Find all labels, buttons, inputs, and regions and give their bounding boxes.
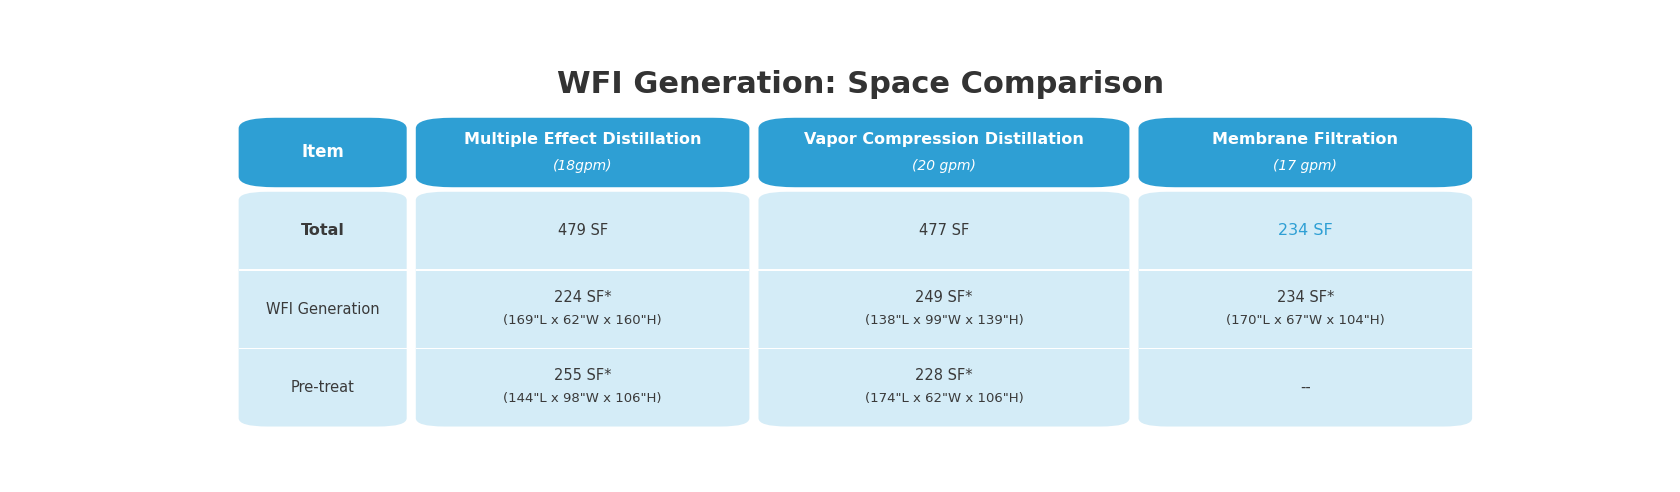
Text: 234 SF: 234 SF	[1278, 223, 1332, 239]
Text: Item: Item	[301, 144, 344, 161]
Bar	[239, 347, 407, 349]
FancyBboxPatch shape	[239, 192, 407, 427]
Text: Vapor Compression Distillation: Vapor Compression Distillation	[805, 132, 1084, 147]
FancyBboxPatch shape	[1139, 192, 1472, 427]
FancyBboxPatch shape	[239, 118, 407, 187]
Text: 249 SF*: 249 SF*	[916, 289, 973, 305]
Bar	[1139, 347, 1472, 349]
Text: Multiple Effect Distillation: Multiple Effect Distillation	[464, 132, 701, 147]
Text: (170"L x 67"W x 104"H): (170"L x 67"W x 104"H)	[1226, 314, 1384, 327]
Text: Total: Total	[301, 223, 344, 239]
Text: (169"L x 62"W x 160"H): (169"L x 62"W x 160"H)	[504, 314, 662, 327]
Bar	[758, 347, 1129, 349]
Text: Membrane Filtration: Membrane Filtration	[1213, 132, 1398, 147]
Text: 228 SF*: 228 SF*	[916, 368, 973, 383]
Text: WFI Generation: WFI Generation	[265, 302, 380, 317]
FancyBboxPatch shape	[758, 118, 1129, 187]
Bar	[239, 269, 407, 271]
Text: Pre-treat: Pre-treat	[291, 380, 354, 395]
Bar	[415, 269, 749, 271]
Text: 255 SF*: 255 SF*	[554, 368, 612, 383]
Bar	[758, 269, 1129, 271]
FancyBboxPatch shape	[758, 192, 1129, 427]
Text: (18gpm): (18gpm)	[553, 159, 612, 173]
Text: 479 SF: 479 SF	[558, 223, 608, 239]
Text: 477 SF: 477 SF	[919, 223, 969, 239]
Text: (20 gpm): (20 gpm)	[912, 159, 976, 173]
FancyBboxPatch shape	[415, 192, 749, 427]
Text: 234 SF*: 234 SF*	[1277, 289, 1334, 305]
Text: 224 SF*: 224 SF*	[554, 289, 612, 305]
FancyBboxPatch shape	[1139, 118, 1472, 187]
FancyBboxPatch shape	[415, 118, 749, 187]
Bar	[415, 347, 749, 349]
Text: (144"L x 98"W x 106"H): (144"L x 98"W x 106"H)	[504, 392, 662, 405]
Text: WFI Generation: Space Comparison: WFI Generation: Space Comparison	[558, 70, 1164, 99]
Text: (174"L x 62"W x 106"H): (174"L x 62"W x 106"H)	[865, 392, 1023, 405]
Text: --: --	[1300, 380, 1310, 395]
Text: (138"L x 99"W x 139"H): (138"L x 99"W x 139"H)	[865, 314, 1023, 327]
Bar	[1139, 269, 1472, 271]
Text: (17 gpm): (17 gpm)	[1273, 159, 1337, 173]
